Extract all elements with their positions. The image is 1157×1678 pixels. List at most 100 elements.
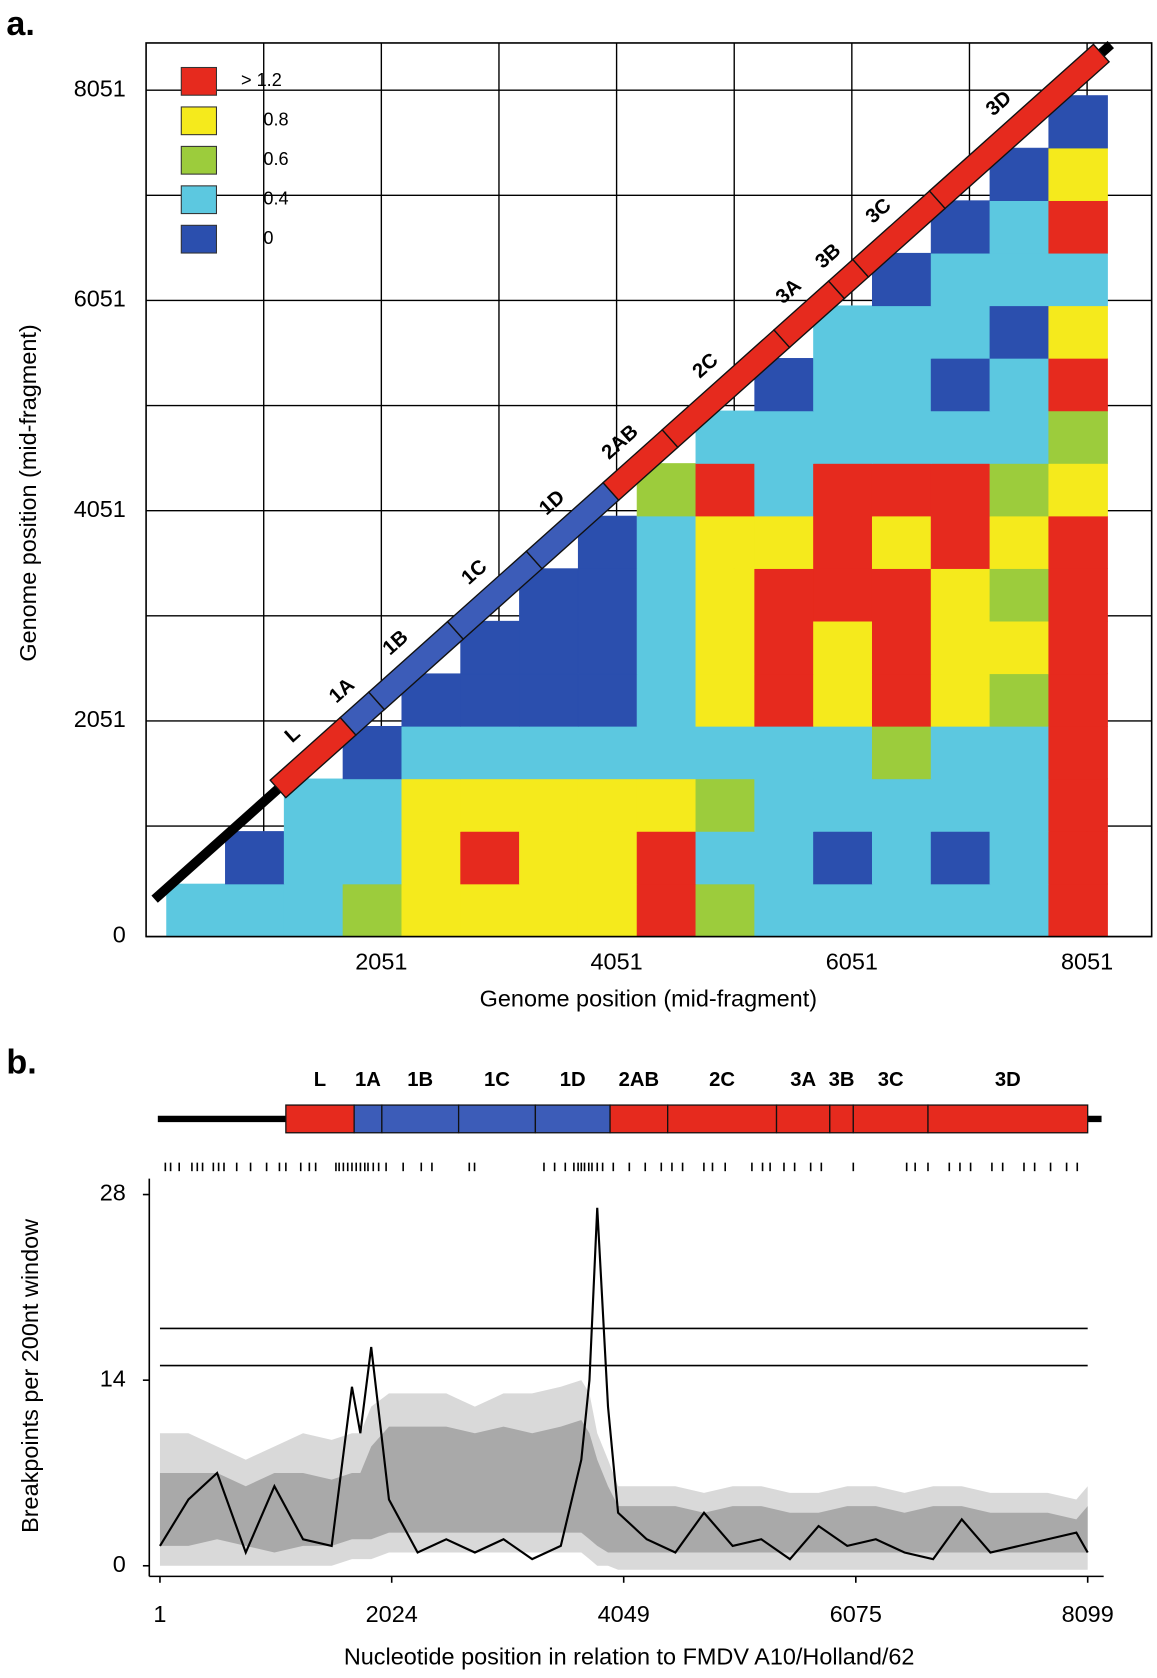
heatmap-cell [871, 620, 932, 675]
x-tick-label: 1 [153, 1601, 166, 1627]
heatmap-cell [342, 778, 403, 832]
heatmap-cell [813, 725, 873, 780]
heatmap-cell [871, 568, 932, 622]
legend-swatch [180, 145, 218, 175]
heatmap-cell [813, 831, 873, 885]
heatmap-cell [813, 568, 873, 622]
heatmap-cell [1048, 515, 1108, 569]
heatmap-cell [813, 410, 873, 464]
band [159, 1419, 1088, 1553]
heatmap-cell [989, 883, 1050, 937]
gene-label: 3C [878, 1069, 904, 1091]
legend-label: > 1.2 [241, 70, 282, 90]
legend-swatch [180, 224, 218, 254]
gene-label: L [314, 1069, 326, 1091]
heatmap-cell [401, 831, 461, 885]
heatmap-cell [813, 358, 873, 412]
heatmap-cell [519, 778, 579, 832]
legend-swatch [180, 106, 218, 136]
gene-label: 2C [689, 349, 723, 383]
y-tick-label: 28 [100, 1180, 126, 1206]
heatmap-cell [636, 673, 697, 727]
heatmap-cell [577, 831, 638, 885]
gene-label: 3D [995, 1069, 1021, 1091]
heatmap-cell [930, 358, 991, 412]
heatmap-cell [930, 568, 991, 622]
heatmap-cell [695, 620, 756, 675]
gene-segment [457, 1104, 537, 1134]
x-axis-label: Genome position (mid-fragment) [480, 986, 817, 1012]
gene-label: 1B [407, 1069, 433, 1091]
heatmap-cell [930, 778, 991, 832]
heatmap-cell [989, 200, 1050, 254]
heatmap-cell [460, 725, 520, 780]
gene-label: 1D [560, 1069, 586, 1091]
x-tick-label: 6075 [830, 1601, 882, 1627]
gene-label: 3A [772, 274, 806, 308]
heatmap-cell [1048, 831, 1108, 885]
heatmap-cell [754, 673, 814, 727]
heatmap-cell [636, 831, 697, 885]
x-tick-label: 4051 [591, 948, 643, 974]
gene-segment [829, 1104, 854, 1134]
heatmap-cell [519, 831, 579, 885]
heatmap-cell [754, 568, 814, 622]
heatmap-cell [871, 358, 932, 412]
heatmap-cell [401, 725, 461, 780]
gene-label: 2AB [619, 1069, 660, 1091]
y-tick-label: 6051 [74, 286, 126, 312]
heatmap-cell [754, 831, 814, 885]
y-axis-label: Breakpoints per 200nt window [17, 1219, 43, 1533]
gene-segment [609, 1104, 669, 1134]
legend-label: 0.6 [263, 149, 288, 169]
heatmap-cell [695, 883, 756, 937]
heatmap-cell [930, 515, 991, 569]
plot-frame [145, 42, 1153, 938]
heatmap-cell [813, 883, 873, 937]
heatmap-cell [1048, 620, 1108, 675]
gene-label: 3D [982, 87, 1016, 121]
heatmap-cell [1048, 463, 1108, 517]
gene-segment [928, 43, 1111, 210]
heatmap-cell [1048, 883, 1108, 937]
heatmap-cell [813, 515, 873, 569]
heatmap-cell [577, 620, 638, 675]
x-tick-label: 8099 [1062, 1601, 1114, 1627]
heatmap-cell [930, 725, 991, 780]
gene-label: 3C [862, 194, 896, 228]
heatmap-cell [342, 883, 403, 937]
heatmap-cell [754, 883, 814, 937]
gene-segment [852, 1104, 929, 1134]
heatmap-cell [1048, 410, 1108, 464]
heatmap-cell [1048, 147, 1108, 201]
heatmap-cell [636, 778, 697, 832]
x-tick-label: 4049 [598, 1601, 650, 1627]
heatmap-cell [636, 883, 697, 937]
y-tick-label: 8051 [74, 75, 126, 101]
x-tick-label: 2051 [355, 948, 407, 974]
heatmap-cell [813, 620, 873, 675]
legend-swatch [180, 185, 218, 215]
gene-label: 1C [457, 555, 491, 589]
heatmap-cell [871, 883, 932, 937]
heatmap-cell [225, 831, 285, 885]
gene-segment [667, 1104, 778, 1134]
heatmap-cell [930, 252, 991, 307]
heatmap-cell [989, 831, 1050, 885]
heatmap-cell [1048, 358, 1108, 412]
heatmap-cell [636, 515, 697, 569]
heatmap-cell [1048, 305, 1108, 359]
heatmap-cell [930, 463, 991, 517]
gene-label: 3B [829, 1069, 855, 1091]
y-tick-label: 2051 [74, 706, 126, 732]
gene-segment [381, 1104, 460, 1134]
heatmap-cell [871, 305, 932, 359]
heatmap-cell [989, 673, 1050, 727]
heatmap-cell [1048, 252, 1108, 307]
heatmap-cell [813, 778, 873, 832]
heatmap-cell [754, 410, 814, 464]
heatmap-cell [989, 305, 1050, 359]
gene-segment [534, 1104, 611, 1134]
